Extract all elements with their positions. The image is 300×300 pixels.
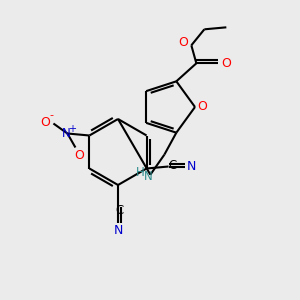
Text: O: O bbox=[74, 149, 84, 162]
Text: N: N bbox=[113, 224, 123, 238]
Text: O: O bbox=[178, 36, 188, 49]
Text: C: C bbox=[115, 205, 123, 218]
Text: O: O bbox=[40, 116, 50, 129]
Text: N: N bbox=[187, 160, 196, 173]
Text: O: O bbox=[221, 57, 231, 70]
Text: H: H bbox=[136, 166, 145, 179]
Text: -: - bbox=[50, 110, 53, 121]
Text: N: N bbox=[144, 170, 153, 183]
Text: C: C bbox=[169, 159, 177, 172]
Text: O: O bbox=[197, 100, 207, 113]
Text: +: + bbox=[68, 124, 76, 134]
Text: N: N bbox=[62, 127, 71, 140]
